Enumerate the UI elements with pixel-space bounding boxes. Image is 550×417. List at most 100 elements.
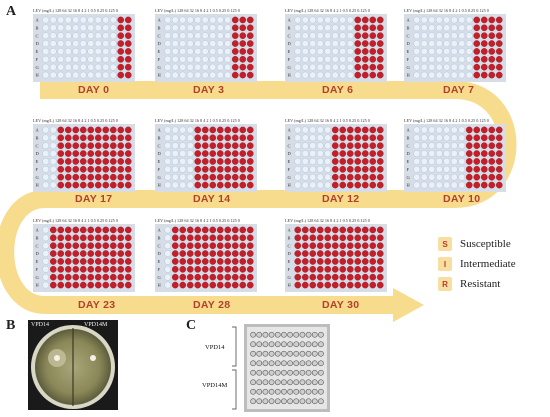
plate-row-label: A: [158, 18, 162, 23]
well-resistant: [124, 281, 132, 289]
plate-row-label: G: [36, 275, 40, 280]
well-susceptible: [102, 63, 110, 71]
well-susceptible: [324, 134, 332, 142]
well-resistant: [324, 234, 332, 242]
well-resistant: [79, 258, 87, 265]
well-susceptible: [450, 16, 458, 24]
well-resistant: [209, 150, 217, 157]
well-resistant: [354, 258, 362, 265]
well-susceptible: [301, 142, 309, 149]
well-resistant: [346, 158, 354, 165]
plate-row-label: E: [288, 259, 291, 264]
plate-background: [155, 124, 257, 192]
plate-row-label: H: [407, 73, 411, 78]
well-susceptible: [316, 173, 324, 181]
legend-row-resistant: R Resistant: [438, 277, 500, 291]
well-resistant: [117, 24, 125, 32]
well-susceptible: [164, 48, 172, 55]
well-resistant: [473, 40, 481, 47]
well-susceptible: [450, 126, 458, 134]
well-susceptible: [309, 134, 317, 142]
well-susceptible: [435, 181, 443, 189]
well-resistant: [239, 266, 247, 273]
well-resistant: [246, 250, 254, 257]
well-resistant: [376, 250, 384, 257]
well-susceptible: [164, 181, 172, 189]
microplate-well: [287, 398, 293, 405]
well-resistant: [354, 234, 362, 242]
well-resistant: [57, 281, 65, 289]
well-susceptible: [42, 63, 50, 71]
well-susceptible: [458, 56, 466, 63]
well-susceptible: [94, 32, 102, 39]
microplate-well: [274, 398, 281, 405]
plate-row-label: D: [407, 151, 411, 156]
well-resistant: [361, 24, 369, 32]
well-resistant: [369, 56, 377, 63]
plate-background: [155, 14, 257, 82]
well-susceptible: [102, 56, 110, 63]
well-resistant: [354, 32, 362, 39]
well-resistant: [495, 181, 503, 189]
well-susceptible: [346, 63, 354, 71]
well-susceptible: [331, 71, 339, 79]
well-susceptible: [316, 48, 324, 55]
microplate-well: [311, 398, 318, 405]
well-susceptible: [450, 71, 458, 79]
well-resistant: [361, 71, 369, 79]
well-susceptible: [428, 173, 436, 181]
well-resistant: [49, 234, 57, 242]
well-susceptible: [413, 166, 421, 173]
plate-row-label: E: [36, 259, 39, 264]
well-susceptible: [413, 173, 421, 181]
well-resistant: [239, 226, 247, 234]
well-resistant: [72, 126, 80, 134]
well-susceptible: [450, 158, 458, 165]
well-susceptible: [179, 158, 187, 165]
well-susceptible: [435, 142, 443, 149]
well-resistant: [316, 281, 324, 289]
well-resistant: [369, 134, 377, 142]
plate-row-label: A: [36, 18, 40, 23]
well-resistant: [79, 158, 87, 165]
plate-row-label: G: [158, 65, 162, 70]
well-susceptible: [42, 234, 50, 242]
well-resistant: [231, 158, 239, 165]
well-resistant: [209, 142, 217, 149]
well-susceptible: [64, 71, 72, 79]
well-susceptible: [346, 56, 354, 63]
well-resistant: [239, 71, 247, 79]
plate-row-label: H: [158, 73, 162, 78]
well-susceptible: [346, 71, 354, 79]
well-susceptible: [301, 48, 309, 55]
microplate-well: [287, 360, 293, 367]
well-resistant: [246, 32, 254, 39]
well-susceptible: [87, 16, 95, 24]
well-susceptible: [294, 71, 302, 79]
plate-concentration-header: LEV (mg/L) 128 64 32 16 8 4 2 1 0.5 0.25…: [33, 8, 118, 13]
microplate-well: [262, 398, 269, 405]
well-susceptible: [413, 150, 421, 157]
plate-row-label: G: [158, 275, 162, 280]
well-resistant: [186, 281, 194, 289]
well-resistant: [102, 126, 110, 134]
well-resistant: [294, 234, 302, 242]
well-resistant: [473, 63, 481, 71]
well-susceptible: [179, 142, 187, 149]
microplate-well: [268, 360, 275, 367]
well-susceptible: [450, 166, 458, 173]
plate-row-label: D: [407, 41, 411, 46]
well-resistant: [171, 242, 179, 249]
well-resistant: [224, 158, 232, 165]
well-susceptible: [428, 71, 436, 79]
well-resistant: [339, 181, 347, 189]
microplate-well: [293, 398, 300, 405]
well-susceptible: [64, 32, 72, 39]
well-susceptible: [72, 71, 80, 79]
well-resistant: [117, 40, 125, 47]
legend-label-susceptible: Susceptible: [460, 238, 511, 250]
well-resistant: [117, 258, 125, 265]
well-resistant: [495, 142, 503, 149]
microplate-well: [250, 350, 256, 357]
